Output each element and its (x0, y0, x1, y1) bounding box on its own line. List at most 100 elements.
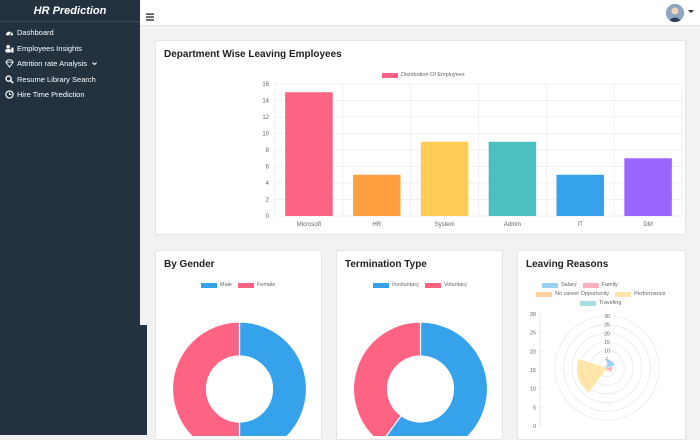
menu-toggle-icon[interactable] (146, 8, 154, 21)
dashboard-icon (5, 28, 14, 37)
bar (353, 174, 401, 216)
card-title: Department Wise Leaving Employees (164, 49, 342, 60)
legend-swatch (373, 282, 389, 288)
y-tick-label: 30 (530, 312, 536, 318)
y-tick-label: 4 (266, 181, 270, 187)
reasons-polar-chart: 051015202530051015202530 (530, 312, 660, 430)
bar (624, 158, 672, 216)
legend-label: Voluntary (443, 282, 467, 288)
y-tick-label: 25 (530, 331, 536, 337)
legend-swatch (201, 282, 217, 288)
gender-doughnut-chart (171, 321, 308, 436)
y-tick-label: 16 (262, 82, 269, 88)
card-title: Leaving Reasons (526, 259, 609, 270)
chevron-down-icon[interactable] (90, 59, 99, 68)
doughnut-slice (385, 321, 489, 436)
legend-label: No career Opportunity (555, 291, 610, 297)
sidebar-item-employees-insights[interactable]: Employees Insights (0, 41, 140, 57)
x-tick-label: Admin (504, 222, 521, 228)
legend-swatch (382, 72, 398, 78)
department-bar-chart: 0 2 4 6 8 10 12 14 16 Microsoft HR System Admin IT DM (262, 82, 683, 228)
doughnut-slice (238, 321, 308, 436)
search-icon (5, 75, 14, 84)
sidebar-nav: Dashboard Employees Insights Attrition r… (0, 22, 140, 103)
polar-segment (604, 364, 608, 369)
users-icon (5, 44, 14, 53)
polar-tick-label: 30 (604, 314, 610, 320)
x-tick-label: HR (372, 222, 381, 228)
y-tick-label: 10 (262, 132, 269, 138)
y-tick-label: 8 (266, 148, 270, 154)
legend-label: Family (601, 282, 618, 288)
polar-ring (554, 315, 660, 421)
polar-tick-label: 10 (604, 349, 610, 355)
y-tick-label: 5 (533, 405, 536, 411)
diamond-icon (5, 59, 14, 69)
avatar[interactable] (666, 4, 684, 22)
x-tick-label: System (435, 222, 455, 228)
card-title: By Gender (164, 259, 215, 270)
legend-label: Involuntary (392, 282, 419, 288)
sidebar-item-dashboard[interactable]: Dashboard (0, 25, 140, 41)
bar (488, 141, 537, 216)
chart-legend: Salary Family (536, 282, 618, 288)
department-chart-card: Department Wise Leaving Employees Distri… (155, 40, 686, 235)
polar-segment (606, 359, 616, 369)
legend-label: Distribution Of Employees (401, 72, 465, 78)
polar-ring (563, 324, 651, 412)
legend-swatch (237, 282, 254, 288)
polar-tick-label: 20 (604, 331, 610, 337)
legend-swatch (582, 282, 599, 288)
sidebar-footer (0, 325, 147, 435)
sidebar-item-label: Resume Library Search (17, 74, 96, 84)
legend-label: Traveling (599, 300, 622, 306)
legend-swatch (580, 300, 596, 306)
clock-icon (5, 90, 14, 99)
legend-swatch (615, 291, 632, 297)
termination-chart-card: Termination Type Involuntary Voluntary (336, 250, 503, 440)
x-tick-label: Microsoft (297, 222, 322, 228)
polar-tick-label: 25 (604, 323, 610, 329)
chart-legend: Involuntary Voluntary (367, 282, 467, 288)
doughnut-slice (352, 321, 422, 436)
sidebar-item-resume-search[interactable]: Resume Library Search (0, 72, 140, 88)
polar-segment (606, 365, 613, 373)
y-tick-label: 12 (262, 115, 269, 121)
x-tick-label: IT (578, 222, 584, 228)
chevron-down-icon[interactable] (688, 10, 694, 13)
bar (556, 174, 604, 216)
y-tick-label: 14 (262, 99, 269, 105)
polar-ring (572, 333, 642, 403)
gender-chart-card: By Gender Male Female (155, 250, 322, 440)
reasons-chart-card: Leaving Reasons Salary Family No career … (517, 250, 686, 440)
polar-tick-label: 15 (604, 340, 610, 346)
legend-label: Salary (561, 282, 577, 288)
legend-label: Male (220, 282, 232, 288)
legend-label: Female (256, 282, 276, 288)
y-tick-label: 20 (530, 349, 536, 355)
chart-legend: Male Female (195, 282, 275, 288)
sidebar-item-label: Hire Time Prediction (17, 90, 85, 100)
sidebar-item-label: Dashboard (17, 28, 54, 38)
legend-swatch (542, 282, 558, 288)
chart-legend: Traveling (574, 300, 621, 306)
y-tick-label: 15 (530, 368, 536, 374)
chart-legend: No career Opportunity Performance (530, 291, 666, 297)
y-tick-label: 6 (266, 165, 270, 171)
brand-title[interactable]: HR Prediction (0, 0, 140, 22)
legend-label: Performance (634, 291, 666, 297)
card-title: Termination Type (345, 259, 427, 270)
chart-legend: Distribution Of Employees (376, 72, 465, 78)
sidebar-item-hire-time[interactable]: Hire Time Prediction (0, 87, 140, 103)
sidebar-item-label: Attrition rate Analysis (17, 59, 88, 69)
y-tick-label: 0 (533, 424, 536, 430)
bar (285, 92, 333, 216)
x-tick-label: DM (643, 222, 652, 228)
sidebar-item-attrition[interactable]: Attrition rate Analysis (0, 56, 140, 72)
y-tick-label: 2 (266, 198, 270, 204)
bar (420, 141, 469, 216)
y-tick-label: 10 (530, 387, 536, 393)
y-tick-label: 0 (266, 214, 270, 220)
top-bar (140, 0, 700, 26)
legend-swatch (536, 291, 552, 297)
